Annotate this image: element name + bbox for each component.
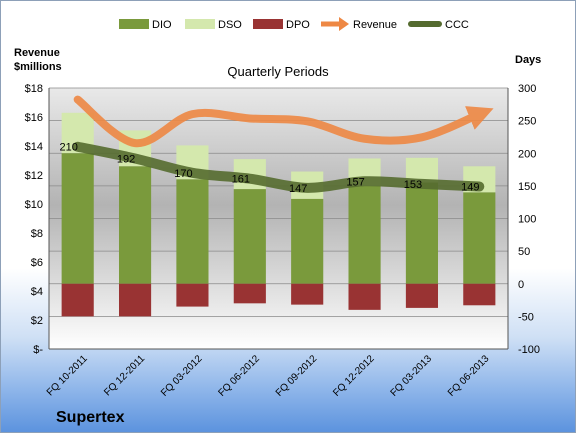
bar-dpo bbox=[405, 283, 439, 308]
ccc-data-label: 147 bbox=[289, 183, 307, 195]
legend-label-revenue: Revenue bbox=[353, 19, 397, 31]
bar-dio bbox=[291, 198, 324, 284]
left-tick-label: $- bbox=[33, 344, 43, 356]
category-label: FQ 06-2012 bbox=[216, 353, 262, 399]
right-tick-label: 200 bbox=[518, 148, 536, 160]
legend-label-dio: DIO bbox=[152, 19, 172, 31]
category-label: FQ 03-2013 bbox=[389, 353, 435, 399]
category-label: FQ 09-2012 bbox=[274, 353, 320, 399]
ccc-data-label: 149 bbox=[461, 182, 479, 194]
bar-dio bbox=[233, 189, 266, 284]
left-tick-label: $6 bbox=[31, 257, 43, 269]
bar-dpo bbox=[233, 283, 266, 304]
legend-swatch-dpo bbox=[253, 19, 283, 29]
right-tick-label: 50 bbox=[518, 246, 530, 258]
legend-swatch-dso bbox=[185, 19, 215, 29]
legend: DIO DSO DPO Revenue CCC bbox=[119, 17, 469, 31]
series-lines bbox=[72, 95, 494, 193]
bar-dpo bbox=[291, 283, 324, 305]
left-tick-label: $12 bbox=[25, 170, 43, 182]
bar-dio bbox=[463, 192, 496, 284]
ccc-data-label: 192 bbox=[117, 153, 135, 165]
legend-label-ccc: CCC bbox=[445, 19, 469, 31]
right-tick-label: -50 bbox=[518, 311, 534, 323]
ccc-data-label: 170 bbox=[174, 168, 192, 180]
right-tick-label: 0 bbox=[518, 279, 524, 291]
left-tick-label: $2 bbox=[31, 315, 43, 327]
left-tick-label: $10 bbox=[25, 199, 43, 211]
right-axis-label: Days bbox=[515, 54, 541, 66]
ccc-line bbox=[72, 141, 485, 193]
bar-dio bbox=[176, 179, 209, 284]
bar-dio bbox=[405, 182, 439, 284]
left-tick-label: $4 bbox=[31, 286, 43, 298]
left-axis-label-line1: Revenue bbox=[14, 47, 60, 59]
bar-dio bbox=[118, 166, 152, 284]
bar-dpo bbox=[463, 283, 496, 306]
ccc-data-label: 210 bbox=[60, 142, 78, 154]
right-tick-label: 150 bbox=[518, 181, 536, 193]
right-tick-label: 100 bbox=[518, 214, 536, 226]
bar-dpo bbox=[176, 283, 209, 307]
bar-dpo bbox=[61, 283, 94, 317]
company-name: Supertex bbox=[56, 409, 125, 426]
right-tick-label: 250 bbox=[518, 116, 536, 128]
ccc-data-label: 161 bbox=[232, 174, 250, 186]
chart-title: Quarterly Periods bbox=[227, 64, 329, 79]
legend-label-dso: DSO bbox=[218, 19, 242, 31]
legend-arrowhead-revenue bbox=[339, 17, 349, 31]
left-tick-label: $18 bbox=[25, 83, 43, 95]
revenue-line bbox=[73, 95, 494, 148]
bar-dpo bbox=[348, 283, 381, 310]
category-label: FQ 03-2012 bbox=[159, 353, 205, 399]
legend-label-dpo: DPO bbox=[286, 19, 310, 31]
left-tick-label: $16 bbox=[25, 112, 43, 124]
ccc-data-label: 153 bbox=[404, 179, 422, 191]
bar-dpo bbox=[118, 283, 152, 317]
category-label: FQ 06-2013 bbox=[446, 353, 492, 399]
legend-swatch-dio bbox=[119, 19, 149, 29]
category-label: FQ 12-2012 bbox=[331, 353, 377, 399]
category-label: FQ 10-2011 bbox=[45, 353, 90, 398]
left-tick-label: $14 bbox=[25, 141, 43, 153]
right-tick-label: 300 bbox=[518, 83, 536, 95]
bar-dio bbox=[61, 153, 94, 284]
left-tick-label: $8 bbox=[31, 228, 43, 240]
category-label: FQ 12-2011 bbox=[102, 353, 147, 398]
bar-dio bbox=[348, 185, 381, 284]
ccc-data-label: 157 bbox=[346, 176, 364, 188]
right-tick-label: -100 bbox=[518, 344, 540, 356]
left-axis-label-line2: $millions bbox=[14, 61, 62, 73]
ccc-labels: 210 192 170 161 147 157 153 149 bbox=[60, 142, 480, 195]
